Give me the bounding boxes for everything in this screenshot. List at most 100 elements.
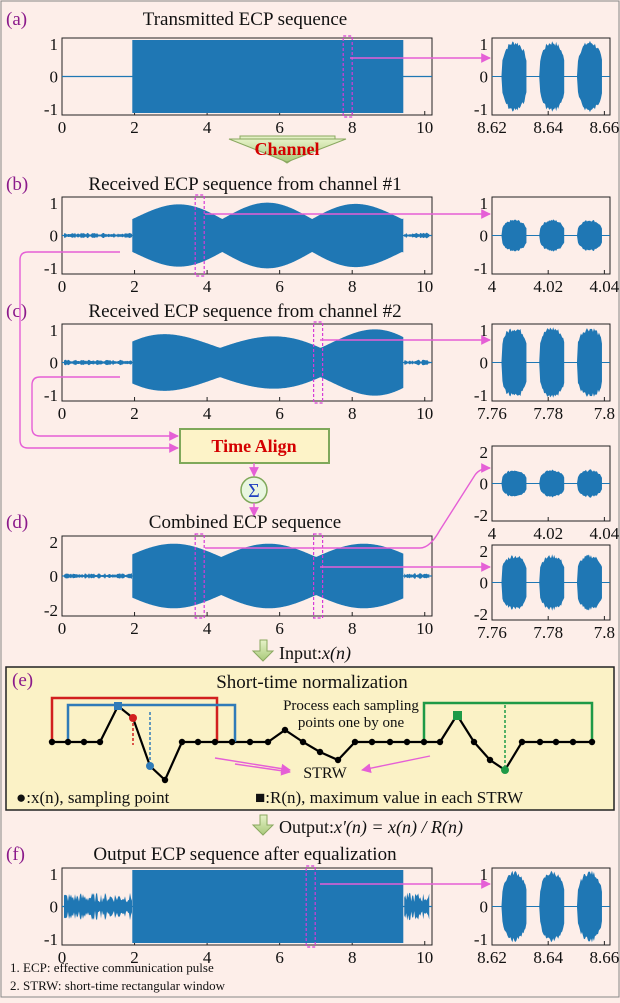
panel-d-zoom-bottom-ytick: 2: [480, 542, 489, 561]
panel-d-zoom-top-ytick: 2: [480, 443, 489, 462]
panel-d-zoom-top-xtick: 4.02: [533, 524, 563, 543]
panel-b-main-ytick: 1: [50, 194, 59, 213]
strw-max-marker-green: [453, 711, 462, 720]
panel-e-label: (e): [12, 670, 33, 691]
panel-f-main-xtick: 8: [348, 948, 357, 967]
panel-c-main-xtick: 8: [348, 404, 357, 423]
panel-d-zoom-top-burst-2-waveform: [539, 469, 564, 497]
strw-sample-point: [404, 739, 410, 745]
panel-c-zoom-xtick: 7.78: [533, 404, 563, 423]
panel-b-zoom-plot: 4 4.02 4.04 1 0 -1: [474, 194, 620, 296]
strw-sample-point: [471, 739, 477, 745]
panel-d-noise-right-waveform: [404, 573, 429, 579]
panel-c-zoom-burst-2-waveform: [539, 327, 564, 397]
panel-c-zoom-plot: 7.76 7.78 7.810-1: [474, 321, 615, 423]
strw-sample-point: [247, 739, 253, 745]
process-note-line2: points one by one: [298, 715, 405, 731]
strw-sample-point: [369, 739, 375, 745]
panel-b-zoom-burst-2-waveform: [539, 219, 564, 251]
panel-a-main-xtick: 10: [416, 118, 433, 137]
panel-d-zoom-bottom-ytick: 0: [480, 574, 489, 593]
panel-f-noise-left-waveform: [64, 893, 132, 920]
strw-sample-point: [553, 739, 559, 745]
panel-b-zoom-xtick: 4.04: [590, 277, 620, 296]
panel-c-main-ytick: 0: [50, 354, 59, 373]
strw-sample-point: [265, 739, 271, 745]
panel-d-main-xtick: 8: [348, 619, 357, 638]
panel-f-zoom-burst-1-waveform: [501, 871, 526, 943]
strw-sample-point: [300, 739, 306, 745]
strw-sample-point: [65, 739, 71, 745]
strw-sample-point: [335, 757, 341, 763]
panel-c-main-xtick: 2: [130, 404, 139, 423]
panel-a-main-ytick: -1: [44, 100, 58, 119]
panel-c-title: Received ECP sequence from channel #2: [88, 301, 401, 322]
strw-sample-point: [179, 739, 185, 745]
panel-c-main-ytick: -1: [44, 386, 58, 405]
panel-a-zoom-burst-1-waveform: [501, 42, 526, 112]
input-arrow: Input:x(n): [253, 640, 351, 664]
panel-a-zoom-xtick: 8.66: [590, 118, 620, 137]
panel-b-zoom-ytick: 1: [480, 194, 489, 213]
panel-f-label: (f): [6, 844, 25, 865]
panel-c-zoom-burst-3-waveform: [577, 328, 602, 397]
panel-f-zoom-ytick: 0: [480, 898, 489, 917]
panel-a-main-ytick: 1: [50, 35, 59, 54]
panel-b-zoom-ytick: -1: [474, 259, 488, 278]
strw-sample-point: [487, 757, 493, 763]
strw-sample-point: [49, 739, 55, 745]
panel-f-zoom-xtick: 8.62: [477, 948, 507, 967]
panel-c-label: (c): [6, 301, 27, 322]
panel-c-noise-left-waveform: [64, 360, 132, 366]
strw-sample-point: [570, 739, 576, 745]
panel-f-main-plot: 0 2 4 6 8 1010-1: [44, 865, 433, 967]
panel-a-title: Transmitted ECP sequence: [143, 9, 347, 30]
panel-b-noise-right-waveform: [404, 233, 429, 238]
panel-d-zoom-top-xtick: 4.04: [590, 524, 620, 543]
panel-b-main-xtick: 0: [58, 277, 67, 296]
panel-f-zoom-xtick: 8.66: [590, 948, 620, 967]
output-prefix: Output:: [279, 817, 334, 837]
panel-a-main-xtick: 6: [275, 118, 284, 137]
panel-d-main-xtick: 10: [416, 619, 433, 638]
panel-d-zoom-top-burst-3-waveform: [577, 469, 602, 497]
strw-sample-point: [212, 739, 218, 745]
strw-sample-point: [437, 739, 443, 745]
legend-max-value: ■:R(n), maximum value in each STRW: [255, 788, 524, 807]
panel-f-zoom-burst-2-waveform: [539, 871, 564, 943]
panel-f-noise-right-waveform: [404, 893, 429, 921]
normalization-title: Short-time normalization: [216, 672, 408, 693]
panel-a-label: (a): [6, 9, 27, 30]
panel-d-zoom-top-ytick: -2: [474, 506, 488, 525]
panel-d-label: (d): [6, 512, 28, 533]
strw-sample-point: [162, 777, 168, 783]
panel-f-waveform: [132, 870, 403, 943]
channel-arrow: Channel: [229, 136, 346, 163]
panel-b-zoom-burst-3-waveform: [577, 220, 602, 251]
panel-d-waveform: [132, 544, 403, 609]
panel-c-zoom-xtick: 7.8: [594, 404, 615, 423]
panel-d-zoom-bottom-xtick: 7.78: [533, 623, 563, 642]
panel-c-zoom-ytick: -1: [474, 386, 488, 405]
panel-b-zoom-burst-1-waveform: [501, 220, 526, 252]
panel-c-zoom-burst-1-waveform: [501, 329, 526, 397]
panel-b-main-xtick: 6: [275, 277, 284, 296]
panel-d-zoom-bottom-xtick: 7.8: [594, 623, 615, 642]
sum-symbol: Σ: [248, 480, 260, 502]
panel-d-zoom-bottom-burst-3-waveform: [577, 554, 602, 610]
panel-d-main-ytick: 2: [50, 533, 59, 552]
panel-a-main-ytick: 0: [50, 68, 59, 87]
strw-sample-point: [421, 739, 427, 745]
strw-sample-point: [282, 727, 288, 733]
strw-sample-point: [229, 739, 235, 745]
panel-d-zoom-top-plot: 4 4.02 4.04 2 0 -2: [474, 443, 620, 543]
output-expression: x'(n) = x(n) / R(n): [333, 817, 463, 838]
panel-f-main-ytick: 1: [50, 865, 59, 884]
panel-a-zoom-burst-3-waveform: [577, 41, 602, 112]
strw-sample-point: [129, 714, 137, 722]
panel-b-zoom-xtick: 4: [488, 277, 497, 296]
panel-b-waveform: [132, 203, 403, 269]
panel-d-zoom-bottom-burst-1-waveform: [501, 555, 526, 609]
